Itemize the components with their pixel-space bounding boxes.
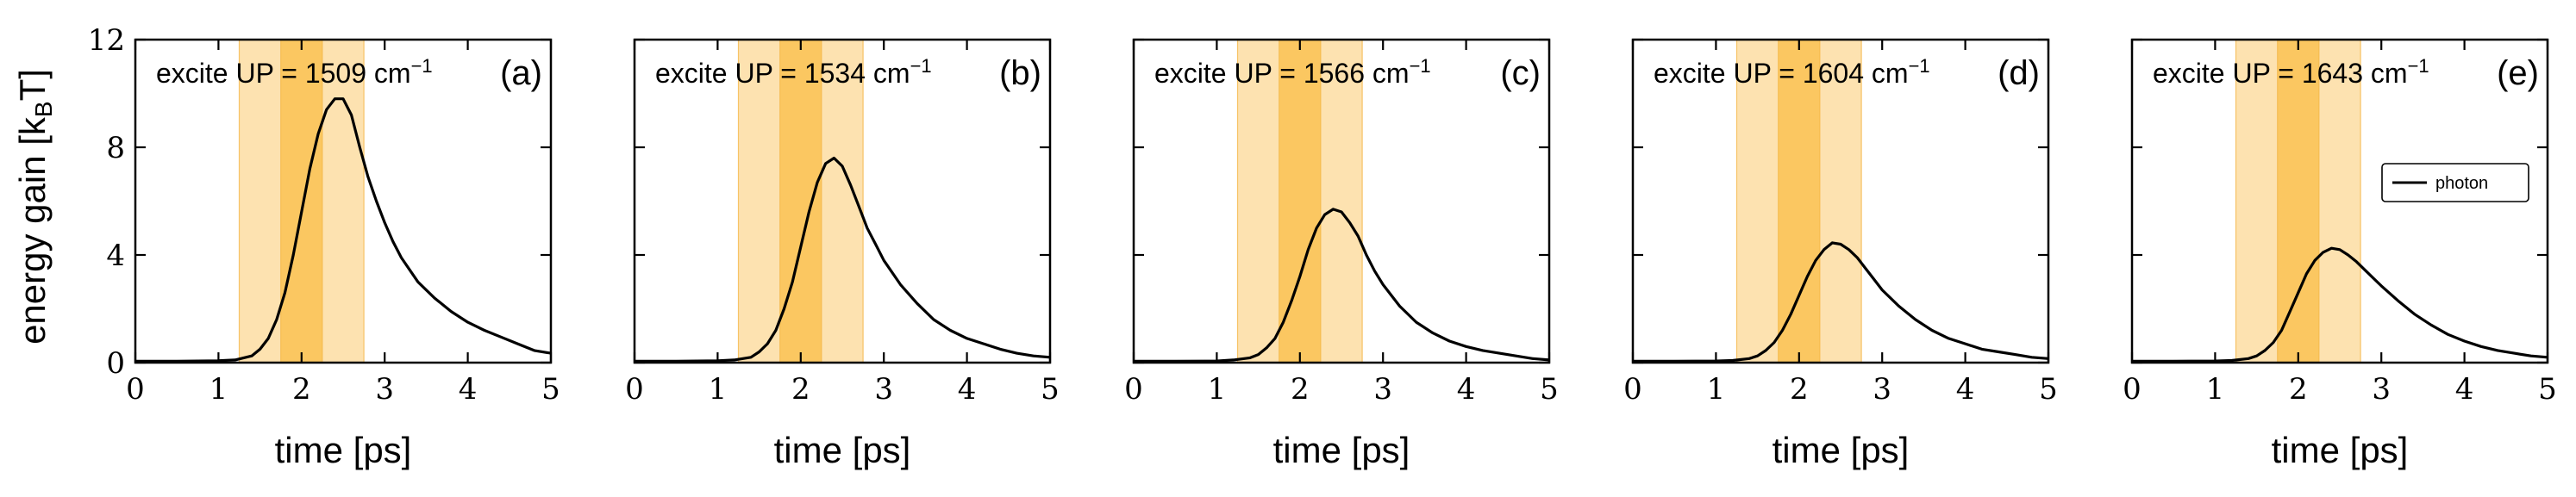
x-tick-label: 0: [2123, 372, 2141, 407]
annotation-superscript: −1: [2408, 55, 2429, 77]
x-tick-label: 4: [958, 372, 977, 407]
annotation-text: excite UP = 1643 cm: [2153, 58, 2408, 89]
x-tick-label: 2: [791, 372, 810, 407]
excitation-annotation: excite UP = 1566 cm−1: [1154, 55, 1431, 90]
x-axis-label: time [ps]: [774, 430, 911, 470]
x-tick-label: 4: [1457, 372, 1476, 407]
y-tick-label: 0: [106, 346, 125, 381]
plot-frame: [134, 38, 553, 364]
chart-panel-b: 0 1 2 3 4 5 time [ps] excite UP = 1534 cm−1 (b): [625, 38, 1060, 470]
x-tick-label: 0: [1623, 372, 1642, 407]
excitation-annotation: excite UP = 1509 cm−1: [156, 55, 433, 90]
y-axis-label-main: energy gain [k: [12, 116, 53, 345]
x-axis-label: time [ps]: [2272, 430, 2409, 470]
series-line-energy-gain: [1134, 208, 1550, 363]
excitation-annotation: excite UP = 1643 cm−1: [2153, 55, 2429, 90]
excitation-annotation: excite UP = 1534 cm−1: [655, 55, 932, 90]
chart-panel-c: 0 1 2 3 4 5 time [ps] excite UP = 1566 cm−1 (c): [1124, 38, 1559, 470]
x-tick-label: 5: [2039, 372, 2058, 407]
series-line-energy-gain: [1633, 241, 2049, 363]
chart-panel-d: 0 1 2 3 4 5 time [ps] excite UP = 1604 cm−1 (d): [1623, 38, 2058, 470]
excitation-band-dark: [1778, 39, 1821, 363]
panel-tag: (c): [1500, 54, 1541, 92]
x-tick-label: 3: [1873, 372, 1891, 407]
annotation-text: excite UP = 1534 cm: [655, 58, 910, 89]
annotation-text: excite UP = 1604 cm: [1654, 58, 1909, 89]
x-tick-label: 5: [1041, 372, 1060, 407]
annotation-superscript: −1: [411, 55, 433, 77]
x-tick-label: 5: [541, 372, 560, 407]
excitation-band-dark: [779, 39, 822, 363]
annotation-superscript: −1: [1410, 55, 1431, 77]
y-tick-label: 4: [106, 239, 125, 273]
plot-frame: [1132, 38, 1551, 364]
legend-box: [2381, 163, 2529, 202]
x-tick-label: 2: [1790, 372, 1809, 407]
x-tick-label: 0: [126, 372, 145, 407]
x-tick-label: 1: [1707, 372, 1726, 407]
annotation-superscript: −1: [910, 55, 932, 77]
x-tick-label: 0: [625, 372, 644, 407]
x-tick-label: 3: [874, 372, 893, 407]
x-axis-label: time [ps]: [1273, 430, 1410, 470]
y-axis-label-sub: B: [30, 101, 57, 117]
x-tick-label: 1: [2206, 372, 2225, 407]
x-tick-label: 5: [2538, 372, 2557, 407]
y-axis-label: energy gain [kBT]: [12, 69, 57, 345]
x-tick-label: 2: [1291, 372, 1310, 407]
x-tick-label: 5: [1540, 372, 1559, 407]
annotation-superscript: −1: [1909, 55, 1930, 77]
y-axis-label-unit: T]: [12, 69, 53, 101]
x-tick-label: 1: [209, 372, 228, 407]
plot-frame: [2130, 38, 2549, 364]
panel-tag: (b): [999, 54, 1041, 92]
x-tick-label: 3: [1373, 372, 1392, 407]
x-tick-label: 2: [292, 372, 311, 407]
y-tick-label: 12: [88, 23, 125, 58]
x-tick-label: 4: [459, 372, 478, 407]
panel-tag: (a): [500, 54, 542, 92]
x-tick-label: 1: [709, 372, 728, 407]
x-tick-label: 0: [1124, 372, 1143, 407]
x-tick-label: 4: [2455, 372, 2474, 407]
x-tick-label: 3: [2372, 372, 2391, 407]
plot-frame: [633, 38, 1052, 364]
y-tick-label: 8: [106, 131, 125, 165]
x-axis-label: time [ps]: [275, 430, 412, 470]
x-tick-label: 1: [1208, 372, 1227, 407]
excitation-band-dark: [280, 39, 323, 363]
legend-label: photon: [2435, 174, 2488, 193]
series-line-energy-gain: [135, 97, 552, 363]
x-tick-label: 4: [1956, 372, 1975, 407]
chart-panel-e: 0 1 2 3 4 5 time [ps] excite UP = 1643 cm−1 (e) p…: [2123, 38, 2557, 470]
annotation-text: excite UP = 1566 cm: [1154, 58, 1410, 89]
excitation-annotation: excite UP = 1604 cm−1: [1654, 55, 1930, 90]
x-tick-label: 2: [2289, 372, 2308, 407]
series-line-energy-gain: [635, 156, 1051, 363]
x-tick-label: 3: [375, 372, 394, 407]
x-axis-label: time [ps]: [1773, 430, 1910, 470]
series-line-photon: [2132, 246, 2548, 363]
plot-frame: [1631, 38, 2050, 364]
annotation-text: excite UP = 1509 cm: [156, 58, 411, 89]
panel-tag: (d): [1998, 54, 2040, 92]
panel-tag: (e): [2497, 54, 2539, 92]
